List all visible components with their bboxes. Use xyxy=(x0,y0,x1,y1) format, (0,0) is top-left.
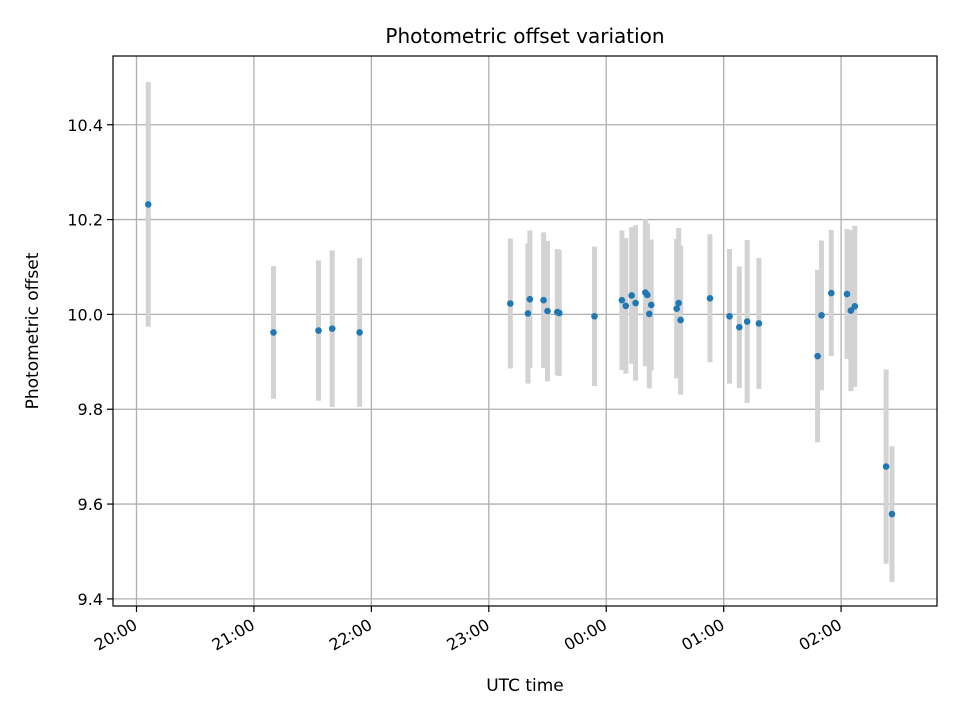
y-tick-label: 9.6 xyxy=(78,495,103,514)
data-point xyxy=(647,301,655,309)
data-point xyxy=(591,313,598,320)
data-point xyxy=(524,310,532,317)
data-point xyxy=(144,201,152,208)
y-tick-label: 9.4 xyxy=(78,590,103,609)
data-point xyxy=(673,305,680,313)
y-axis-label: Photometric offset xyxy=(23,252,43,409)
data-point xyxy=(622,302,630,310)
data-point xyxy=(743,318,751,325)
chart-title: Photometric offset variation xyxy=(385,24,664,48)
y-axis: 9.4 9.6 9.8 10.0 10.2 10.4 xyxy=(67,116,113,609)
data-point xyxy=(882,463,890,470)
data-point xyxy=(356,329,363,336)
data-point xyxy=(888,510,896,518)
data-point xyxy=(270,329,277,336)
data-point xyxy=(736,323,743,331)
data-point xyxy=(544,307,551,315)
data-point xyxy=(632,299,639,307)
data-point xyxy=(726,313,733,320)
y-tick-label: 10.0 xyxy=(67,305,103,324)
data-point xyxy=(328,325,336,332)
data-point xyxy=(755,320,763,327)
data-point xyxy=(675,299,682,307)
data-point xyxy=(315,327,322,334)
data-point xyxy=(507,300,514,307)
data-point xyxy=(628,292,635,299)
data-point xyxy=(706,294,714,302)
data-point xyxy=(645,310,653,318)
y-tick-label: 10.4 xyxy=(67,116,103,135)
data-point xyxy=(818,312,825,319)
data-points xyxy=(144,201,896,518)
data-point xyxy=(843,290,851,298)
data-point xyxy=(814,352,821,360)
data-point xyxy=(644,291,651,299)
y-tick-label: 10.2 xyxy=(67,211,103,230)
plot-frame xyxy=(112,55,938,607)
x-axis-label: UTC time xyxy=(486,676,564,696)
data-point xyxy=(847,307,855,314)
data-point xyxy=(540,296,547,304)
data-point xyxy=(851,303,859,310)
data-point xyxy=(828,289,835,297)
y-tick-label: 9.8 xyxy=(78,400,103,419)
data-point xyxy=(618,296,626,304)
data-point xyxy=(677,316,684,324)
data-point xyxy=(526,295,534,303)
data-point xyxy=(555,309,563,317)
